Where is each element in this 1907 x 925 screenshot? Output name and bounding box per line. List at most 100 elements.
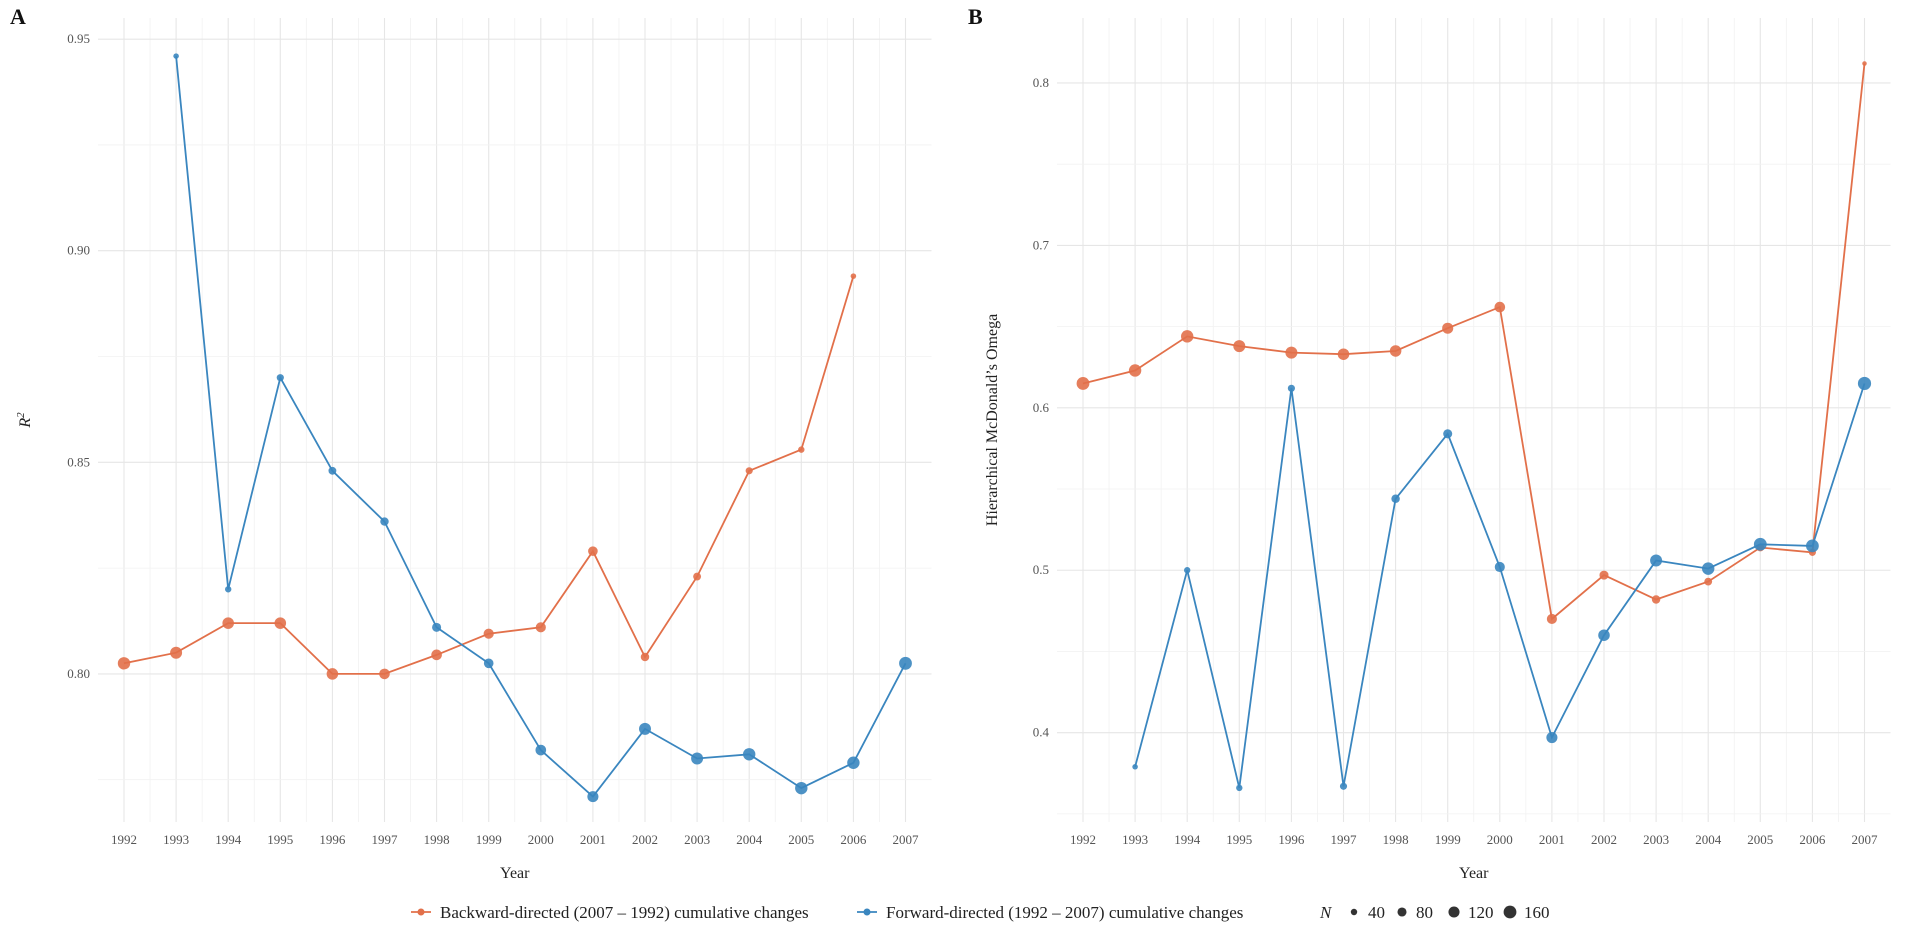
x-tick-label: 2003 [1643, 832, 1669, 847]
data-point-backward [1285, 346, 1298, 359]
legend-size-label: 40 [1368, 903, 1385, 922]
panel-b: B 1992 1993 1994 1995 1996 1997 1998 1999 2000 20… [968, 4, 1891, 882]
x-tick-label: 1995 [1226, 832, 1252, 847]
data-point-backward [170, 646, 183, 659]
data-point-forward [1236, 784, 1243, 792]
data-point-forward [795, 781, 808, 795]
data-point-backward [1233, 340, 1246, 353]
data-point-forward [328, 466, 337, 475]
data-point-backward [431, 649, 442, 661]
x-tick-label: 2007 [1852, 832, 1879, 847]
data-point-backward [1181, 330, 1194, 343]
panel-b-x-axis-title: Year [1459, 865, 1489, 882]
data-point-forward [1339, 782, 1348, 790]
data-point-backward [1494, 301, 1506, 313]
panel-a-grid [98, 18, 932, 822]
y-tick-label: 0.8 [1033, 75, 1049, 90]
data-point-backward [693, 572, 702, 581]
data-point-forward [1287, 384, 1295, 392]
x-tick-label: 2006 [1799, 832, 1826, 847]
data-point-forward [1598, 629, 1610, 641]
x-tick-label: 2007 [893, 832, 920, 847]
y-tick-label: 0.4 [1033, 725, 1050, 740]
y-tick-label: 0.6 [1033, 400, 1050, 415]
data-point-backward [1651, 595, 1661, 604]
legend-size-marker [1397, 907, 1407, 917]
data-point-backward [535, 622, 546, 633]
data-point-forward [847, 756, 860, 769]
series-line-backward [1082, 63, 1866, 621]
legend-size-marker [1350, 908, 1358, 916]
data-point-backward [379, 668, 390, 680]
panel-a-x-axis-title: Year [500, 865, 530, 882]
panel-b-series [1076, 61, 1872, 792]
legend-size-marker [1448, 906, 1460, 918]
data-point-backward [640, 652, 650, 662]
data-point-forward [535, 744, 547, 756]
data-point-backward [1599, 570, 1609, 580]
data-point-forward [1753, 537, 1767, 551]
legend-size-marker [1503, 905, 1517, 919]
panel-b-ticks: 1992 1993 1994 1995 1996 1997 1998 1999 2000 2001… [1033, 75, 1878, 847]
data-point-forward [276, 374, 284, 382]
x-tick-label: 1994 [215, 832, 242, 847]
y-tick-label: 0.7 [1033, 237, 1050, 252]
data-point-forward [691, 752, 704, 765]
data-point-forward [1650, 554, 1663, 567]
data-point-forward [1443, 429, 1453, 439]
panel-a-letter: A [10, 4, 26, 29]
data-point-forward [1806, 539, 1819, 553]
y-tick-label: 0.95 [67, 31, 90, 46]
data-point-forward [587, 791, 599, 803]
x-tick-label: 2005 [1747, 832, 1773, 847]
legend-backward-marker [417, 908, 425, 916]
data-point-backward [1128, 364, 1142, 377]
panel-a-ticks: 1992 1993 1994 1995 1996 1997 1998 1999 2000 2001… [67, 31, 919, 847]
data-point-forward [432, 622, 442, 632]
legend-size-label: 120 [1468, 903, 1494, 922]
x-tick-label: 2001 [580, 832, 606, 847]
data-point-forward [1857, 376, 1872, 391]
x-tick-label: 1993 [1122, 832, 1148, 847]
x-tick-label: 2000 [528, 832, 554, 847]
legend-item-forward: Forward-directed (1992 – 2007) cumulativ… [857, 903, 1243, 922]
data-point-backward [798, 446, 805, 453]
data-point-forward [380, 517, 389, 526]
data-point-backward [1704, 577, 1713, 586]
data-point-backward [117, 657, 131, 670]
data-point-forward [1391, 494, 1400, 504]
data-point-forward [483, 658, 494, 669]
x-tick-label: 2002 [632, 832, 658, 847]
data-point-backward [326, 668, 339, 680]
x-tick-label: 1999 [1435, 832, 1461, 847]
y-tick-label: 0.5 [1033, 562, 1049, 577]
legend-backward-label: Backward-directed (2007 – 1992) cumulati… [440, 903, 809, 922]
x-tick-label: 2002 [1591, 832, 1617, 847]
x-tick-label: 1998 [1383, 832, 1409, 847]
data-point-backward [1546, 613, 1557, 625]
x-tick-label: 1992 [1070, 832, 1096, 847]
legend-size-scale: 40 80 120 160 [1350, 903, 1550, 922]
legend: Backward-directed (2007 – 1992) cumulati… [411, 903, 1550, 922]
x-tick-label: 1997 [372, 832, 399, 847]
x-tick-label: 2004 [1695, 832, 1722, 847]
legend-size-title: N [1319, 903, 1333, 922]
data-point-forward [1184, 567, 1191, 574]
data-point-forward [639, 722, 651, 735]
x-tick-label: 1996 [319, 832, 346, 847]
data-point-backward [850, 273, 857, 279]
x-tick-label: 1995 [267, 832, 293, 847]
legend-size-label: 160 [1524, 903, 1550, 922]
x-tick-label: 2001 [1539, 832, 1565, 847]
data-point-backward [483, 628, 494, 639]
panel-b-letter: B [968, 4, 983, 29]
x-tick-label: 2000 [1487, 832, 1513, 847]
panel-a-series [117, 53, 912, 803]
x-tick-label: 1996 [1278, 832, 1305, 847]
panel-a-y-axis-title: R2 [15, 412, 34, 429]
data-point-backward [588, 546, 598, 556]
x-tick-label: 2004 [736, 832, 763, 847]
data-point-backward [1076, 377, 1090, 390]
x-tick-label: 2003 [684, 832, 710, 847]
